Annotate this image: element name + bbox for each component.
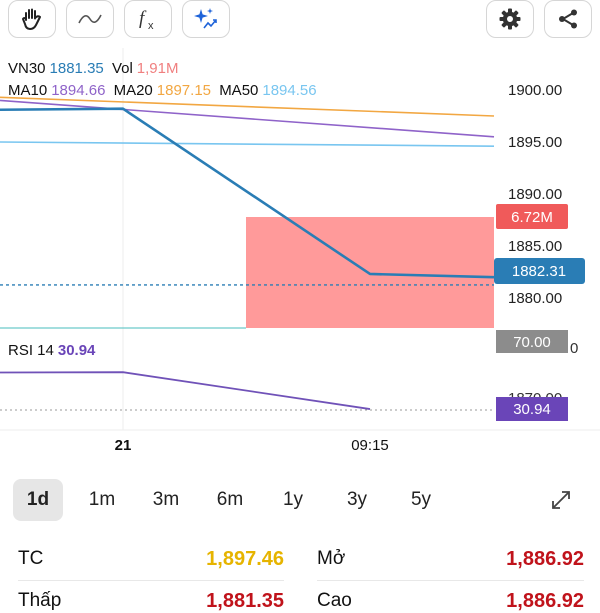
svg-text:f: f: [139, 8, 147, 29]
ma10-line: [0, 99, 495, 138]
period-5y[interactable]: 5y: [410, 489, 432, 510]
rsi-legend: RSI 14 30.94: [8, 342, 99, 359]
volume-tag-bg: [496, 204, 568, 229]
last-price-tag: 1882.31: [512, 263, 566, 280]
symbol-price: 1881.35: [49, 60, 104, 77]
hand-tool-button[interactable]: [8, 0, 56, 38]
ma20-label: MA20: [113, 82, 153, 99]
time-label-time: 09:15: [351, 437, 389, 454]
settings-button[interactable]: [486, 0, 534, 38]
share-button[interactable]: [544, 0, 592, 38]
rsi-value-tag: 30.94: [513, 401, 551, 418]
y-tick-label: 1880.00: [508, 290, 562, 307]
chart-toolbar: f x: [0, 0, 600, 48]
rsi-value-tag-bg: [496, 397, 568, 421]
hand-icon: [22, 8, 41, 30]
rsi-level-tag-bg: [496, 330, 568, 353]
ma50-value: 1894.56: [262, 82, 317, 99]
volume-tag: 6.72M: [511, 209, 553, 226]
expand-icon: [552, 491, 570, 509]
high-price-value: 1,886.92: [506, 590, 584, 612]
period-3m[interactable]: 3m: [152, 489, 180, 510]
stats-divider-left: [18, 580, 284, 581]
draw-tool-button[interactable]: [66, 0, 114, 38]
indicator-button[interactable]: f x: [124, 0, 172, 38]
time-label-day: 21: [115, 437, 132, 454]
rsi-level-tick-tail: 0: [570, 340, 578, 357]
y-tick-label: 1890.00: [508, 186, 562, 203]
wave-icon: [78, 14, 102, 24]
y-tick-label: 1900.00: [508, 82, 562, 99]
open-price-label: Mở: [317, 548, 346, 569]
low-price-value: 1,881.35: [206, 590, 284, 612]
vol-value: 1,91M: [136, 60, 179, 77]
period-1m[interactable]: 1m: [88, 489, 116, 510]
rsi-level-tag: 70.00: [513, 334, 551, 351]
open-price-value: 1,886.92: [506, 548, 584, 570]
period-1y[interactable]: 1y: [282, 489, 304, 510]
gear-icon: [499, 8, 521, 30]
svg-text:x: x: [148, 20, 154, 32]
ma20-line: [0, 96, 495, 117]
ai-analysis-button[interactable]: [182, 0, 230, 38]
last-price-tag-bg: [494, 258, 585, 284]
high-price-label: Cao: [317, 590, 352, 611]
stats-divider-right: [317, 580, 584, 581]
ma50-line: [0, 141, 495, 147]
share-icon: [559, 9, 577, 29]
ma50-label: MA50: [219, 82, 259, 99]
chart-canvas[interactable]: 1900.00 1895.00 1890.00 1885.00 1880.00 6.72…: [0, 48, 600, 468]
ref-price-label: TC: [18, 548, 44, 569]
period-1d[interactable]: 1d: [13, 479, 63, 521]
price-line: [0, 107, 495, 279]
fullscreen-button[interactable]: [536, 479, 586, 521]
rsi-label: RSI 14: [8, 342, 54, 359]
ma20-value: 1897.15: [156, 82, 212, 99]
vol-label: Vol: [111, 60, 133, 77]
period-3y[interactable]: 3y: [346, 489, 368, 510]
function-icon: f x: [139, 8, 154, 32]
stats-panel: TC 1,897.46 Mở 1,886.92 Thấp 1,881.35 Ca…: [0, 536, 600, 612]
ref-price-value: 1,897.46: [206, 548, 284, 570]
symbol-label: VN30: [8, 60, 46, 77]
y-tick-label: 1885.00: [508, 238, 562, 255]
price-chart[interactable]: 1900.00 1895.00 1890.00 1885.00 1880.00 6.72…: [0, 48, 600, 468]
low-price-label: Thấp: [18, 590, 62, 611]
ma10-value: 1894.66: [51, 82, 106, 99]
period-6m[interactable]: 6m: [216, 489, 244, 510]
ma10-label: MA10: [8, 82, 48, 99]
ma-legend: MA10 1894.66 MA20 1897.15 MA50 1894.56: [8, 82, 321, 99]
period-selector: 1d 1m 3m 6m 1y 3y 5y: [0, 470, 600, 528]
price-legend: VN30 1881.35 Vol 1,91M: [8, 60, 183, 77]
ai-sparkle-icon: [194, 8, 217, 29]
rsi-line: [0, 371, 371, 410]
rsi-value: 30.94: [57, 342, 96, 359]
y-tick-label: 1895.00: [508, 134, 562, 151]
